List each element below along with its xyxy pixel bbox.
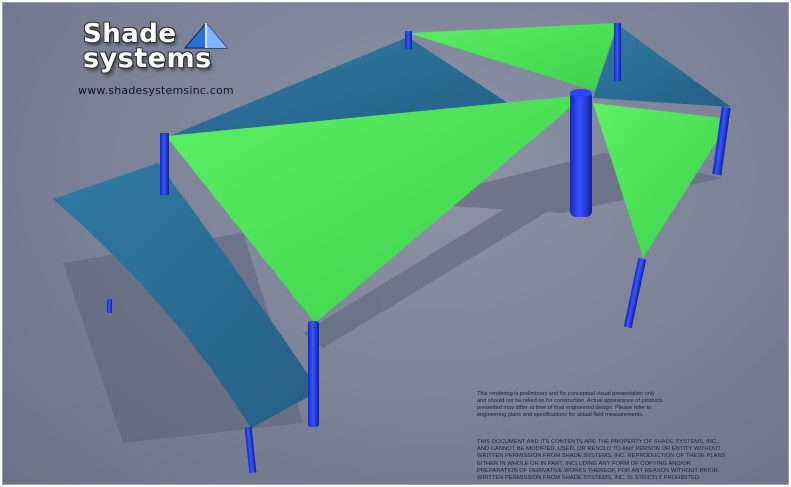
blue-sail-left (53, 163, 319, 428)
disclaimer-line: and should not be relied on for construc… (477, 398, 663, 404)
green-sail-main (166, 95, 585, 323)
green-sail-right (593, 103, 731, 258)
steel-posts (107, 23, 731, 474)
sail-triangle-icon (183, 22, 229, 49)
website-url: www.shadesystemsinc.com (78, 84, 234, 97)
post-left-back (107, 299, 112, 313)
legal-line: WRITTEN PERMISSION FROM SHADE SYSTEMS, I… (477, 475, 701, 482)
green-sail-top (408, 23, 618, 91)
post-center-large (570, 91, 592, 217)
disclaimer-line: This rendering is preliminary and for co… (477, 391, 655, 397)
legal-line: AND CANNOT BE MODIFIED, USED, OR RESOLD … (477, 446, 721, 453)
rendering-disclaimer: This rendering is preliminary and for co… (477, 391, 777, 419)
post-left-front (244, 426, 257, 474)
shade-structure-rendering (53, 23, 731, 474)
legal-line: THIS DOCUMENT AND ITS CONTENTS ARE THE P… (477, 439, 720, 445)
legal-line: WRITTEN PERMISSION FROM SHADE SYSTEMS, I… (477, 453, 728, 460)
post-left (160, 133, 169, 195)
copyright-notice: THIS DOCUMENT AND ITS CONTENTS ARE THE P… (477, 439, 785, 482)
shade-systems-logo: Shade systems (79, 19, 249, 79)
post-front (308, 321, 319, 427)
logo-word-shade: Shade (83, 19, 177, 49)
post-right (712, 106, 731, 176)
post-back-center (405, 31, 412, 49)
post-top-right (614, 23, 621, 81)
post-cap (570, 89, 592, 97)
blue-sail-right (593, 25, 731, 107)
legal-line: PREPARATION OF DERIVATIVE WORKS THEREOF,… (477, 467, 718, 474)
legal-line: EITHER IN WHOLE OR IN PART, INCLUDING AN… (477, 460, 691, 467)
post-right-front (623, 257, 647, 329)
disclaimer-line: presented may differ at time of final en… (477, 405, 652, 411)
disclaimer-line: engineering plans and specifications for… (477, 412, 644, 418)
